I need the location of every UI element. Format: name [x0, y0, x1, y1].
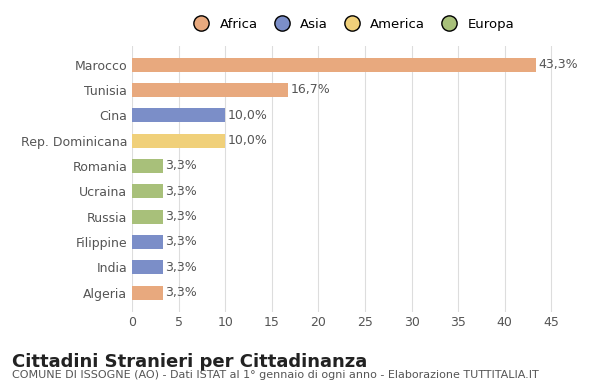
- Text: 3,3%: 3,3%: [166, 210, 197, 223]
- Bar: [132, 58, 536, 71]
- Text: 3,3%: 3,3%: [166, 235, 197, 249]
- Bar: [132, 83, 287, 97]
- Bar: [132, 159, 163, 173]
- Bar: [132, 108, 225, 122]
- Text: 10,0%: 10,0%: [228, 109, 268, 122]
- Text: 16,7%: 16,7%: [290, 84, 330, 97]
- Bar: [132, 235, 163, 249]
- Text: 43,3%: 43,3%: [538, 58, 578, 71]
- Legend: Africa, Asia, America, Europa: Africa, Asia, America, Europa: [188, 17, 514, 31]
- Bar: [132, 260, 163, 274]
- Text: Cittadini Stranieri per Cittadinanza: Cittadini Stranieri per Cittadinanza: [12, 353, 367, 371]
- Bar: [132, 184, 163, 198]
- Text: 3,3%: 3,3%: [166, 185, 197, 198]
- Bar: [132, 210, 163, 223]
- Bar: [132, 134, 225, 147]
- Text: 3,3%: 3,3%: [166, 286, 197, 299]
- Text: 3,3%: 3,3%: [166, 261, 197, 274]
- Bar: [132, 286, 163, 299]
- Text: COMUNE DI ISSOGNE (AO) - Dati ISTAT al 1° gennaio di ogni anno - Elaborazione TU: COMUNE DI ISSOGNE (AO) - Dati ISTAT al 1…: [12, 370, 539, 380]
- Text: 3,3%: 3,3%: [166, 160, 197, 173]
- Text: 10,0%: 10,0%: [228, 134, 268, 147]
